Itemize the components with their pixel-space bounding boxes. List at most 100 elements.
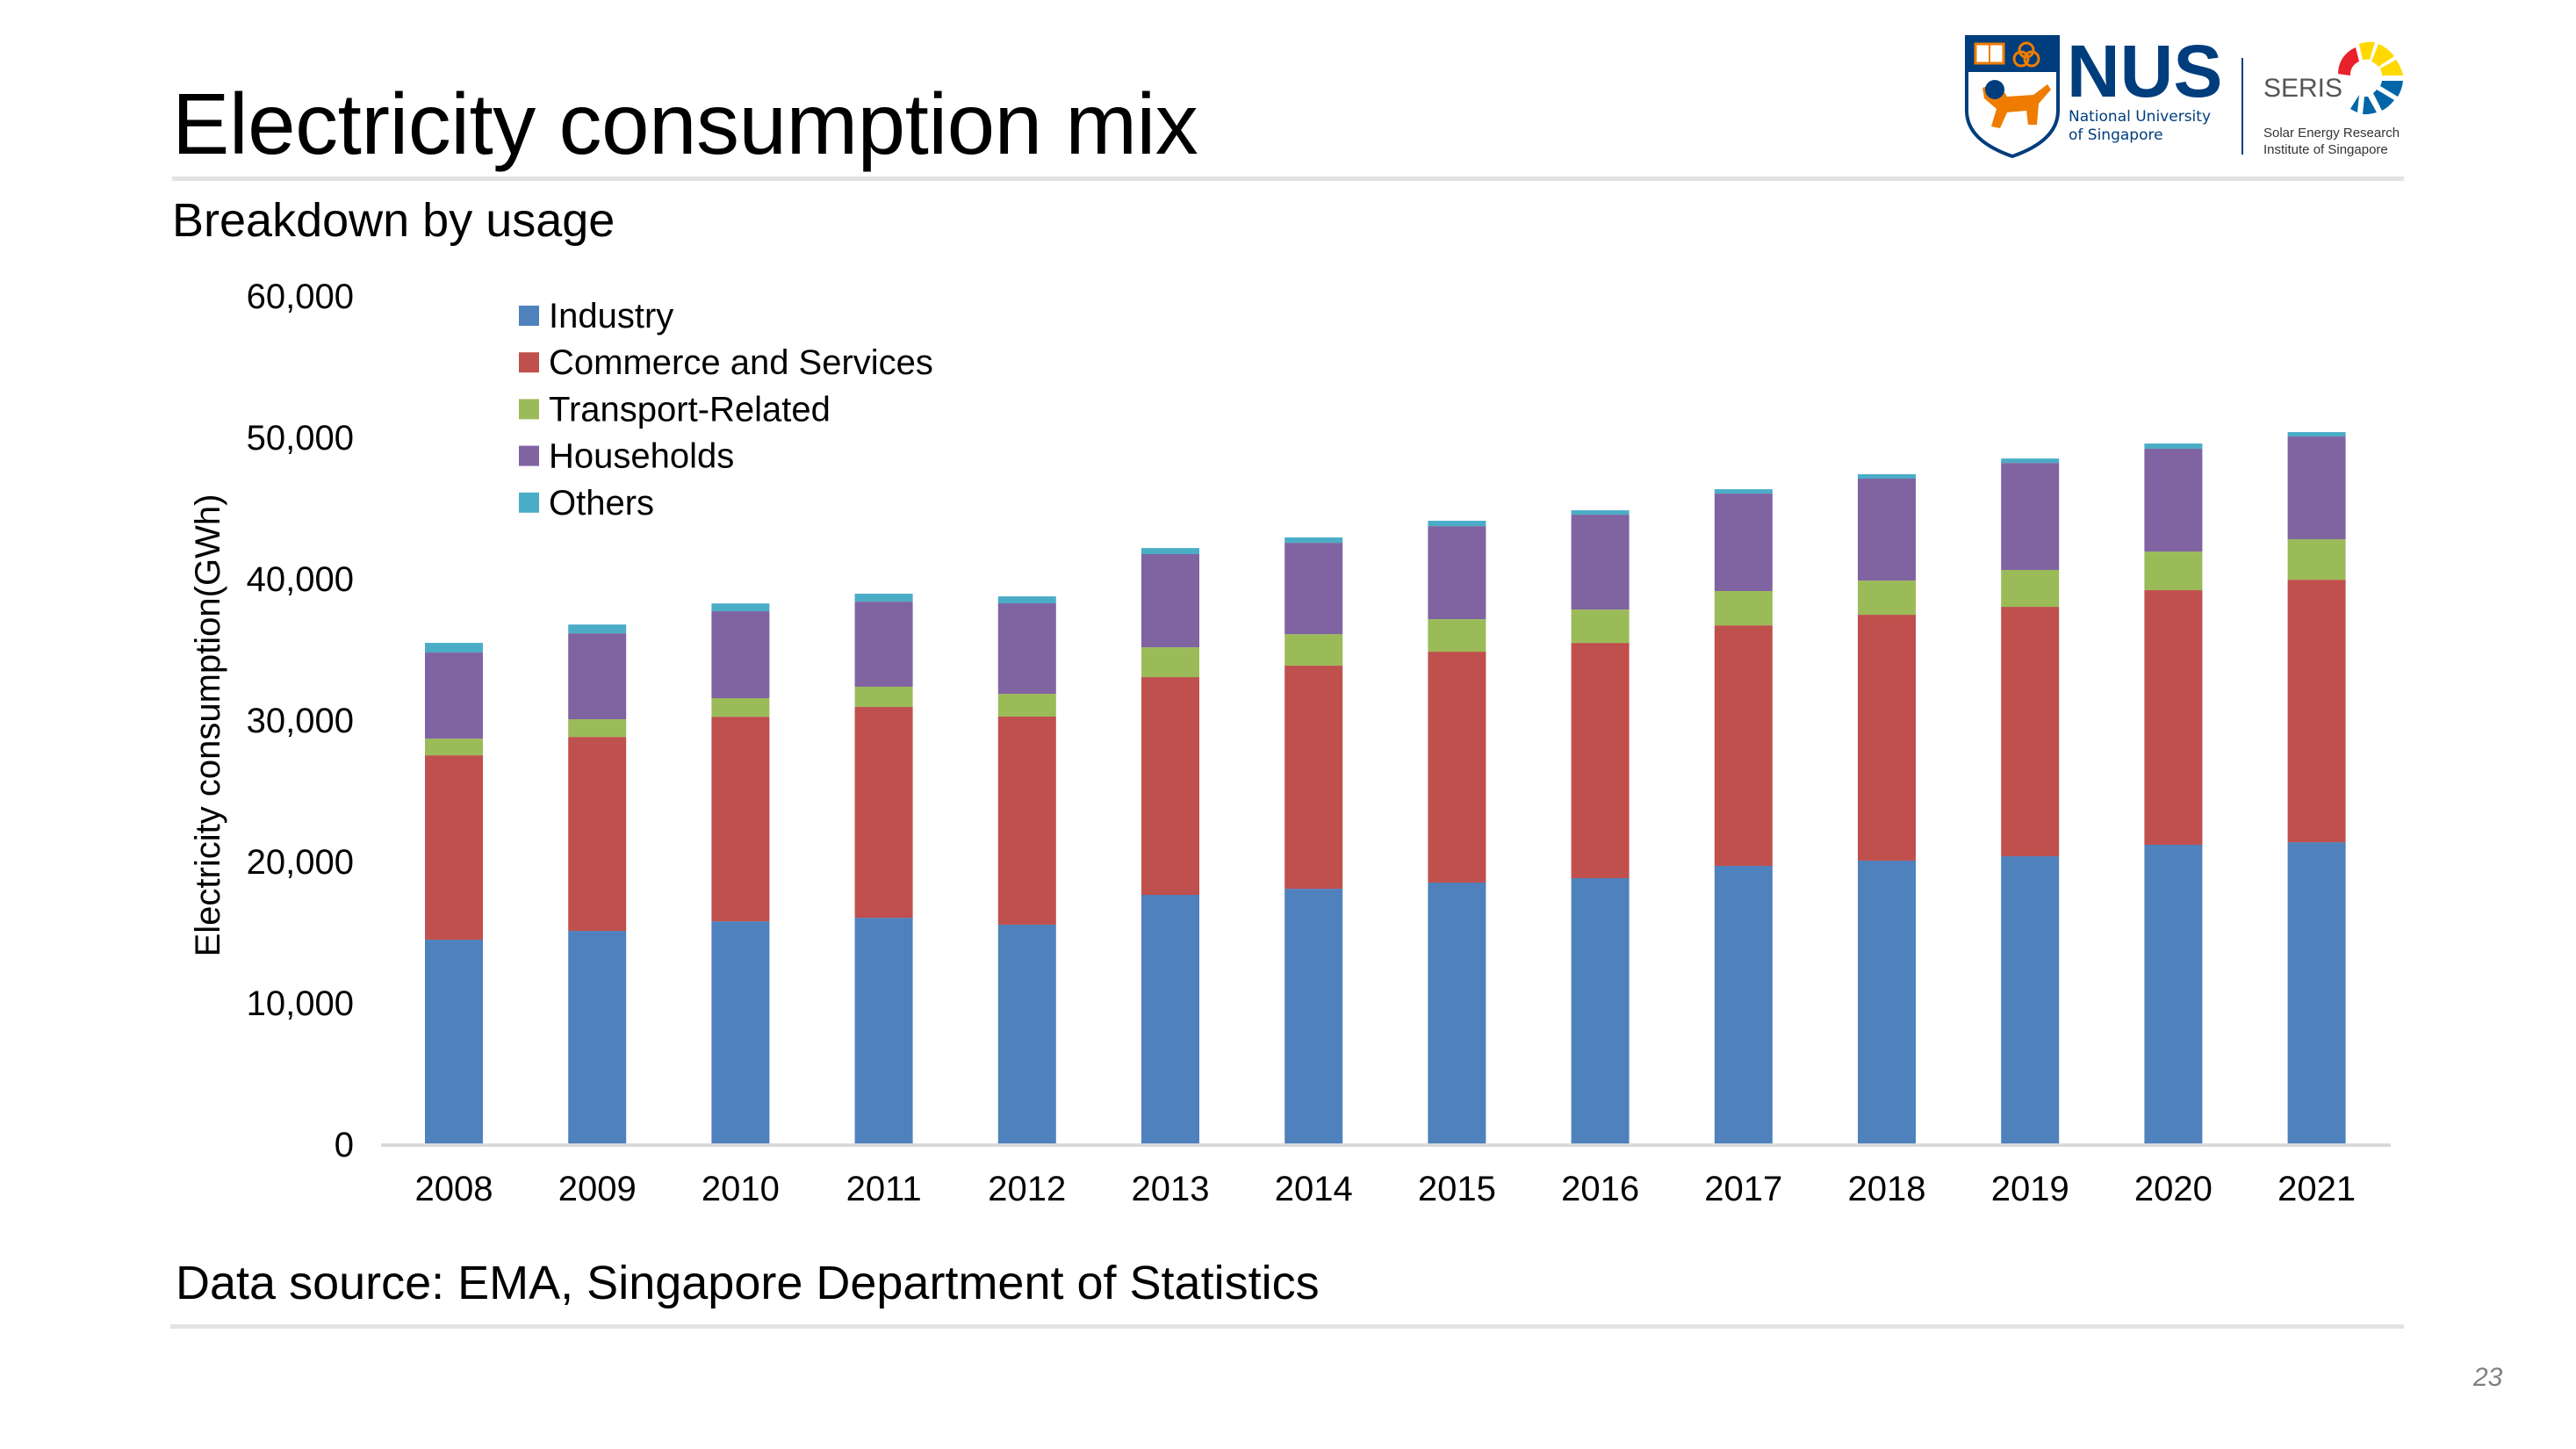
x-axis-ticks: 2008 2009 2010 2011 2012 2013 2014 2015 2016 2017… [415, 1170, 2357, 1208]
bar-segment-households [854, 602, 913, 688]
bar-segment-commerce-and-services [1428, 652, 1486, 883]
legend-label: Commerce and Services [549, 343, 933, 382]
y-axis-ticks: 0 10,000 20,000 30,000 40,000 50,000 60,000 [247, 278, 354, 1164]
bar-segment-others [425, 643, 483, 653]
nus-line-1: National University [2069, 108, 2211, 126]
bar-segment-households [1858, 479, 1916, 581]
bar-stack-2008 [425, 643, 483, 1144]
legend-item: Households [519, 437, 734, 476]
bar-stack-2009 [568, 624, 627, 1144]
slide-subtitle: Breakdown by usage [172, 194, 615, 247]
bar-segment-others [1284, 537, 1343, 544]
logo-group: NUS National University of Singapore SER… [1965, 33, 2403, 159]
bar-segment-commerce-and-services [568, 737, 627, 932]
bar-segment-industry [2001, 856, 2060, 1144]
y-axis-label: Electricity consumption(GWh) [189, 494, 227, 957]
x-tick-label: 2021 [2277, 1170, 2356, 1208]
bar-segment-industry [997, 924, 1056, 1144]
bar-segment-others [997, 596, 1056, 604]
bar-segment-industry [2287, 842, 2346, 1144]
x-tick-label: 2015 [1418, 1170, 1496, 1208]
bar-segment-others [2001, 458, 2060, 464]
bar-stack-2011 [854, 594, 913, 1144]
bar-segment-households [2144, 449, 2203, 552]
page-number: 23 [2473, 1363, 2503, 1392]
bar-segment-households [1284, 543, 1343, 635]
x-tick-label: 2012 [988, 1170, 1066, 1208]
bar-segment-transport-related [2144, 551, 2203, 591]
bar-segment-households [1141, 553, 1199, 648]
y-tick-label: 50,000 [247, 419, 354, 458]
bar-segment-industry [568, 931, 627, 1144]
x-tick-label: 2014 [1275, 1170, 1353, 1208]
bar-segment-households [425, 652, 483, 739]
title-divider [172, 177, 2404, 181]
x-tick-label: 2009 [558, 1170, 637, 1208]
bar-segment-households [1428, 526, 1486, 620]
bar-segment-commerce-and-services [2287, 580, 2346, 843]
slide-title: Electricity consumption mix [172, 76, 1198, 172]
legend: Industry Commerce and Services Transport-R… [519, 297, 933, 523]
bar-segment-commerce-and-services [711, 717, 770, 922]
seris-line-2: Institute of Singapore [2263, 142, 2388, 157]
bar-segment-households [1571, 515, 1630, 610]
bar-segment-commerce-and-services [1858, 615, 1916, 861]
legend-label: Transport-Related [549, 390, 831, 429]
x-tick-label: 2016 [1561, 1170, 1639, 1208]
x-tick-label: 2018 [1848, 1170, 1926, 1208]
bar-stack-2017 [1714, 489, 1773, 1144]
bar-segment-transport-related [997, 694, 1056, 717]
x-tick-label: 2011 [846, 1170, 922, 1208]
y-tick-label: 10,000 [247, 984, 354, 1023]
bar-segment-industry [1284, 889, 1343, 1144]
legend-item: Transport-Related [519, 390, 831, 429]
bar-segment-households [2287, 436, 2346, 540]
bar-segment-transport-related [1284, 634, 1343, 667]
bar-segment-others [1141, 548, 1199, 554]
y-tick-label: 40,000 [247, 560, 354, 599]
bar-segment-commerce-and-services [1571, 643, 1630, 878]
bar-stack-2020 [2144, 443, 2203, 1144]
bar-segment-transport-related [1141, 647, 1199, 678]
bar-segment-households [568, 633, 627, 720]
bar-segment-industry [1571, 877, 1630, 1144]
y-tick-label: 20,000 [247, 843, 354, 882]
bar-segment-others [2287, 432, 2346, 437]
data-source-note: Data source: EMA, Singapore Department o… [176, 1257, 1320, 1309]
nus-line-2: of Singapore [2069, 126, 2163, 144]
bar-segment-households [997, 603, 1056, 695]
y-tick-label: 60,000 [247, 278, 354, 316]
x-tick-label: 2013 [1132, 1170, 1210, 1208]
bar-segment-transport-related [2001, 570, 2060, 608]
legend-item: Others [519, 484, 654, 523]
legend-label: Industry [549, 297, 673, 335]
bar-segment-commerce-and-services [854, 707, 913, 919]
bar-segment-others [854, 594, 913, 602]
bar-segment-households [1714, 494, 1773, 592]
bar-segment-transport-related [1714, 591, 1773, 626]
bar-stack-2013 [1141, 548, 1199, 1144]
bar-segment-transport-related [711, 698, 770, 717]
bar-segment-others [1428, 520, 1486, 527]
bar-segment-industry [711, 921, 770, 1144]
bar-segment-industry [1858, 861, 1916, 1144]
bar-segment-industry [2144, 845, 2203, 1144]
bar-segment-transport-related [1571, 609, 1630, 644]
bar-segment-others [1571, 510, 1630, 515]
legend-item: Industry [519, 297, 673, 335]
bar-segment-commerce-and-services [1714, 625, 1773, 866]
footer-divider [170, 1324, 2404, 1329]
legend-label: Households [549, 437, 734, 476]
bar-segment-industry [1141, 894, 1199, 1144]
seris-sun-icon [2337, 41, 2403, 115]
bar-stack-2019 [2001, 458, 2060, 1144]
bar-stack-2012 [997, 596, 1056, 1144]
bar-segment-others [1714, 489, 1773, 494]
bar-stack-2016 [1571, 510, 1630, 1144]
legend-swatch [519, 306, 539, 326]
bar-segment-industry [425, 940, 483, 1144]
bar-segment-transport-related [425, 739, 483, 756]
bar-segment-commerce-and-services [2001, 607, 2060, 857]
bar-segment-others [568, 624, 627, 634]
